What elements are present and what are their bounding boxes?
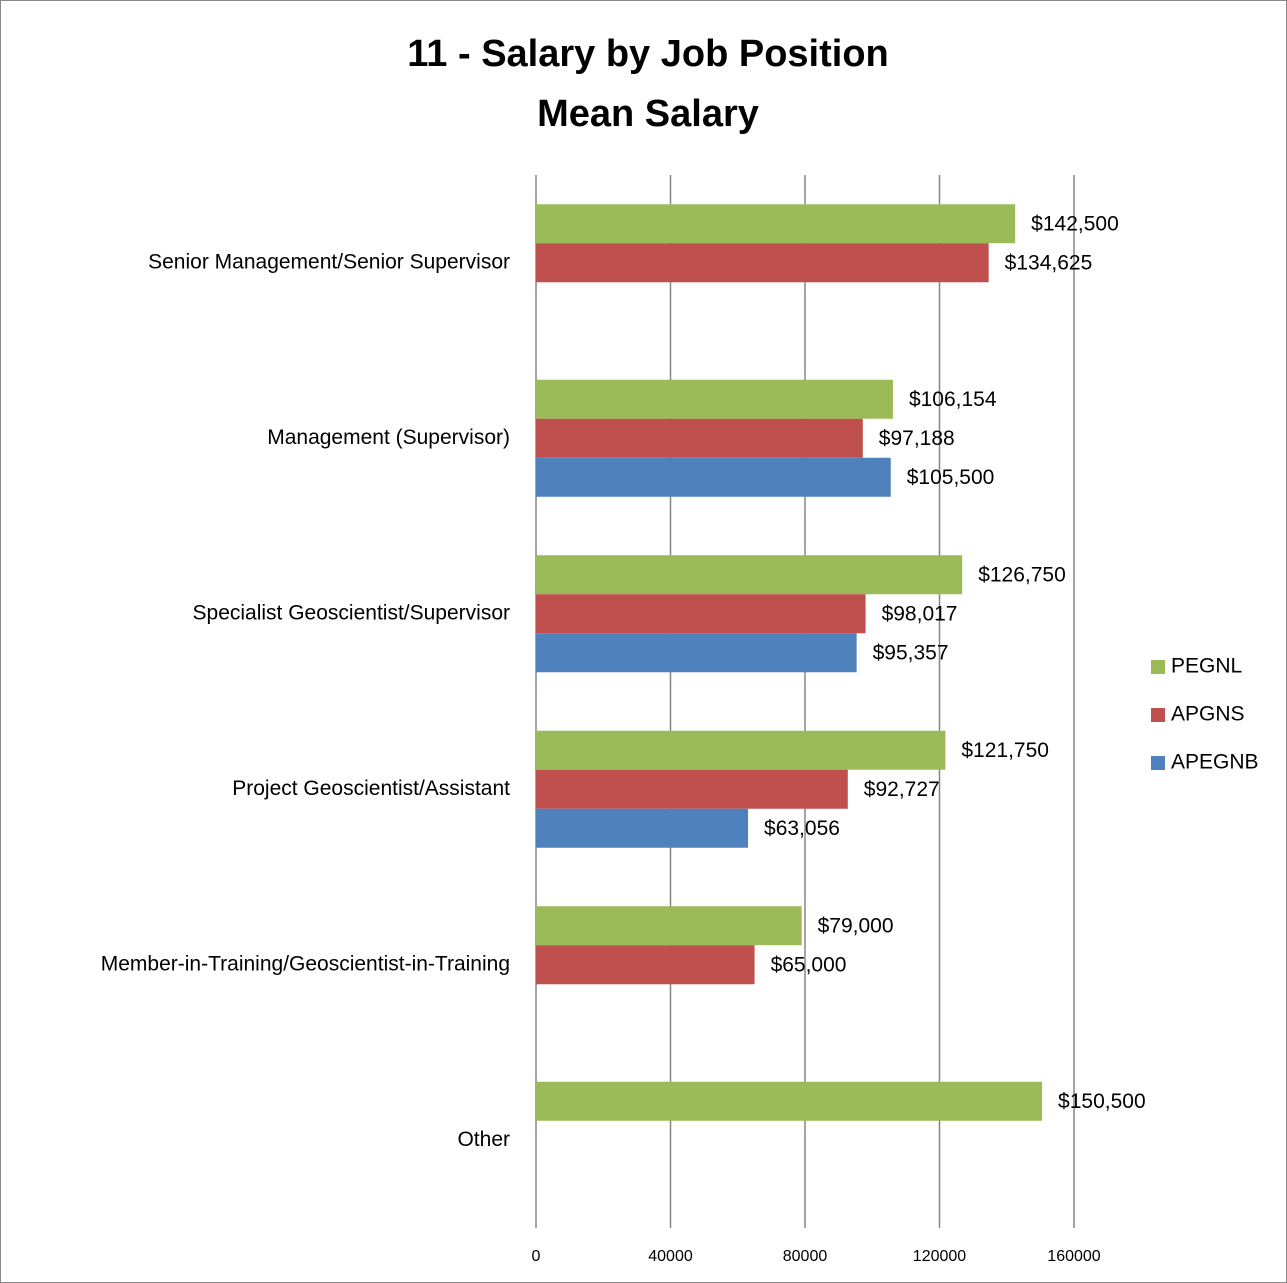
bar [536,204,1016,244]
value-label: $92,727 [864,778,940,801]
value-label: $63,056 [764,817,840,840]
y-tick-label: Other [457,1128,510,1151]
value-label: $97,188 [879,427,955,450]
legend-swatch [1151,708,1165,722]
chart-subtitle: Mean Salary [537,93,759,135]
bar [536,1081,1043,1121]
value-label: $121,750 [961,739,1049,762]
value-label: $150,500 [1058,1090,1146,1113]
y-tick-label: Member-in-Training/Geoscientist-in-Train… [101,952,510,975]
bar [536,945,755,985]
bar [536,808,749,848]
legend-label: APGNS [1171,703,1245,726]
chart-title: 11 - Salary by Job Position [407,33,889,75]
value-label: $79,000 [818,914,894,937]
y-tick-label: Management (Supervisor) [267,426,510,449]
legend-label: APEGNB [1171,751,1259,774]
x-tick-label: 0 [532,1248,541,1265]
y-tick-label: Senior Management/Senior Supervisor [148,250,510,273]
value-label: $142,500 [1031,212,1119,235]
x-tick-label: 160000 [1047,1248,1100,1265]
y-tick-label: Specialist Geoscientist/Supervisor [193,601,510,624]
bar [536,906,802,946]
value-label: $105,500 [907,466,995,489]
bar [536,243,989,283]
value-label: $65,000 [771,953,847,976]
legend-swatch [1151,660,1165,674]
value-label: $95,357 [873,641,949,664]
value-label: $106,154 [909,388,997,411]
value-label: $134,625 [1005,251,1093,274]
bar [536,594,866,634]
x-tick-label: 80000 [783,1248,828,1265]
bar [536,555,963,595]
bar [536,730,946,770]
legend-label: PEGNL [1171,655,1242,678]
bar [536,633,857,673]
bar [536,457,891,497]
x-tick-label: 40000 [648,1248,693,1265]
value-label: $126,750 [978,563,1066,586]
bar [536,418,863,458]
legend-swatch [1151,756,1165,770]
bar [536,769,848,809]
y-tick-label: Project Geoscientist/Assistant [232,777,510,800]
value-label: $98,017 [882,602,958,625]
x-tick-label: 120000 [913,1248,966,1265]
bar [536,379,893,419]
